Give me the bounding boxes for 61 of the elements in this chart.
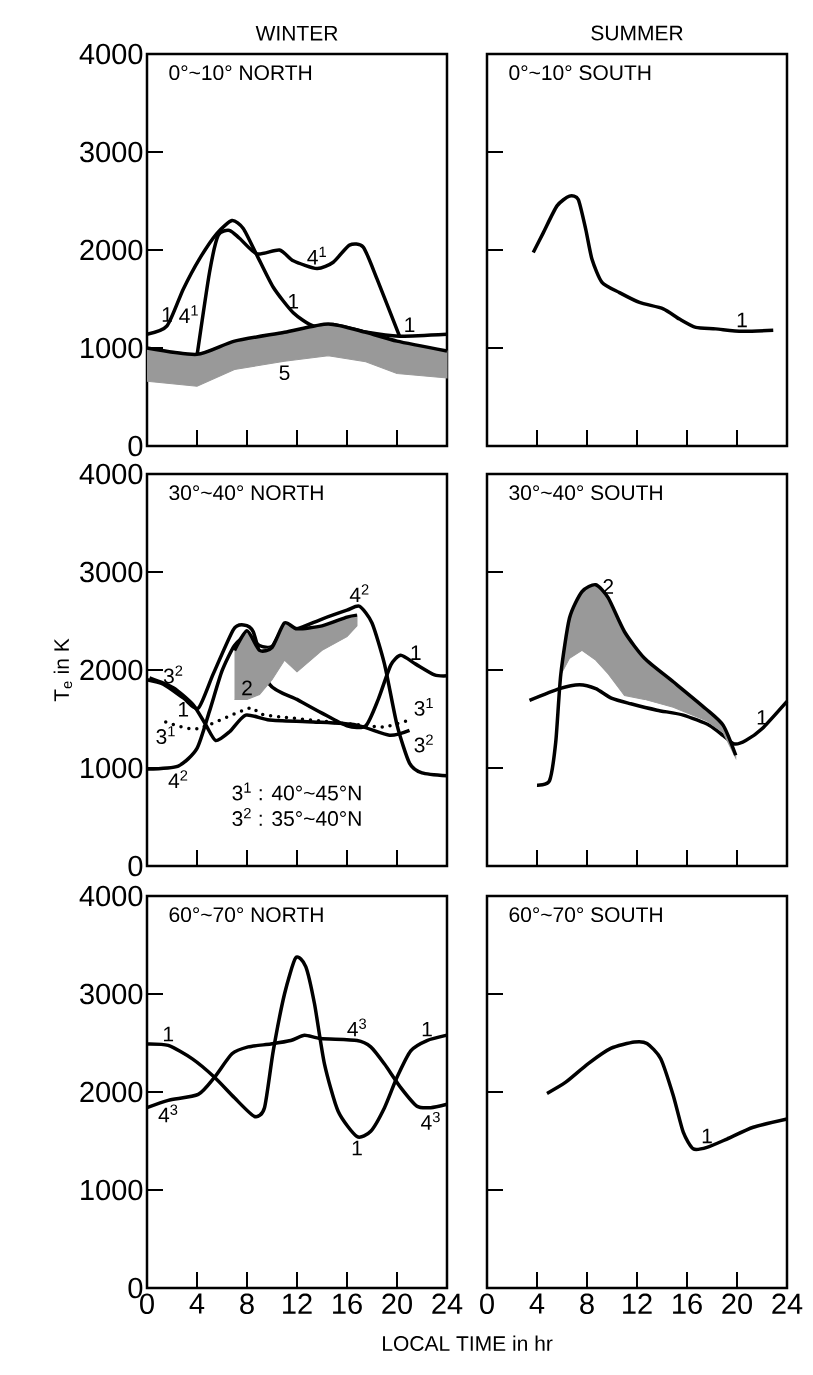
x-tick-label: 12: [623, 1293, 652, 1314]
y-tick-label: 4000: [79, 885, 143, 907]
y-tick-label: 3000: [80, 983, 143, 1005]
chart-title: 0°~10° SOUTH: [509, 65, 651, 81]
y-tick-label: 1000: [81, 757, 143, 779]
y-tick-label: 3000: [80, 141, 143, 163]
annotation: 4$^{3}$: [347, 1018, 367, 1037]
x-tick-label: 20: [382, 1293, 412, 1315]
annotation: 3$^{2}$ : 35°~40°N: [232, 808, 361, 826]
x-tick-label: 0: [480, 1293, 494, 1315]
annotation: 4$^{3}$: [421, 1111, 440, 1130]
annotation: 1: [422, 1021, 432, 1037]
y-tick-label: 0: [128, 855, 143, 877]
x-tick-label: 12: [283, 1293, 312, 1314]
annotation: 4$^{1}$: [179, 305, 198, 323]
annotation: 1: [405, 317, 415, 333]
x-tick-label: 20: [722, 1293, 752, 1315]
chart-title: 30°~40° NORTH: [169, 485, 323, 501]
annotation: 3$^{2}$: [414, 734, 433, 753]
x-tick-label: 4: [189, 1293, 205, 1314]
annotation: 4$^{1}$: [307, 246, 326, 265]
annotation: 1: [702, 1128, 712, 1144]
y-tick-label: 4000: [79, 43, 143, 65]
x-tick-label: 8: [580, 1293, 594, 1315]
x-tick-label: 24: [772, 1293, 803, 1314]
annotation: 1: [737, 312, 747, 328]
annotation: 1: [411, 645, 421, 660]
annotation: 3$^{1}$: [414, 697, 433, 716]
y-tick-label: 1000: [81, 337, 143, 359]
annotation: 3$^{2}$: [163, 665, 183, 684]
annotation: 1: [164, 1026, 174, 1042]
annotation: 3$^{1}$ : 40°~45°N: [232, 782, 361, 801]
x-axis-title: LOCAL TIME in hr: [383, 1335, 553, 1351]
annotation: 2: [242, 680, 252, 696]
y-tick-label: 1000: [81, 1179, 143, 1201]
annotation: 4$^{3}$: [158, 1104, 178, 1123]
y-tick-label: 0: [128, 435, 143, 457]
x-tick-label: 16: [673, 1293, 702, 1315]
y-tick-label: 4000: [79, 463, 143, 485]
chart-subtitle: SUMMER: [591, 25, 683, 41]
annotation: 1: [179, 702, 189, 717]
x-tick-label: 8: [240, 1293, 254, 1315]
chart-title: 30°~40° SOUTH: [509, 485, 662, 501]
x-tick-label: 16: [333, 1293, 362, 1315]
y-tick-label: 2000: [80, 1081, 143, 1103]
chart-title: 60°~70° NORTH: [169, 907, 323, 923]
y-tick-label: 2000: [80, 659, 143, 681]
chart-subtitle: WINTER: [255, 26, 338, 41]
chart-title: 60°~70° SOUTH: [509, 907, 662, 923]
x-tick-label: 24: [432, 1293, 463, 1314]
annotation: 4$^{2}$: [349, 584, 369, 603]
y-axis-title: T$_{e}$ in K: [53, 638, 73, 702]
annotation: 1: [352, 1140, 362, 1156]
annotation: 1: [289, 294, 299, 309]
y-tick-label: 3000: [80, 561, 143, 583]
y-tick-label: 2000: [80, 239, 143, 261]
chart-title: 0°~10° NORTH: [169, 65, 312, 81]
x-tick-label: 4: [529, 1293, 545, 1314]
annotation: 4$^{2}$: [168, 770, 188, 789]
annotation: 5: [279, 365, 290, 381]
annotation: 3$^{1}$: [156, 726, 175, 744]
